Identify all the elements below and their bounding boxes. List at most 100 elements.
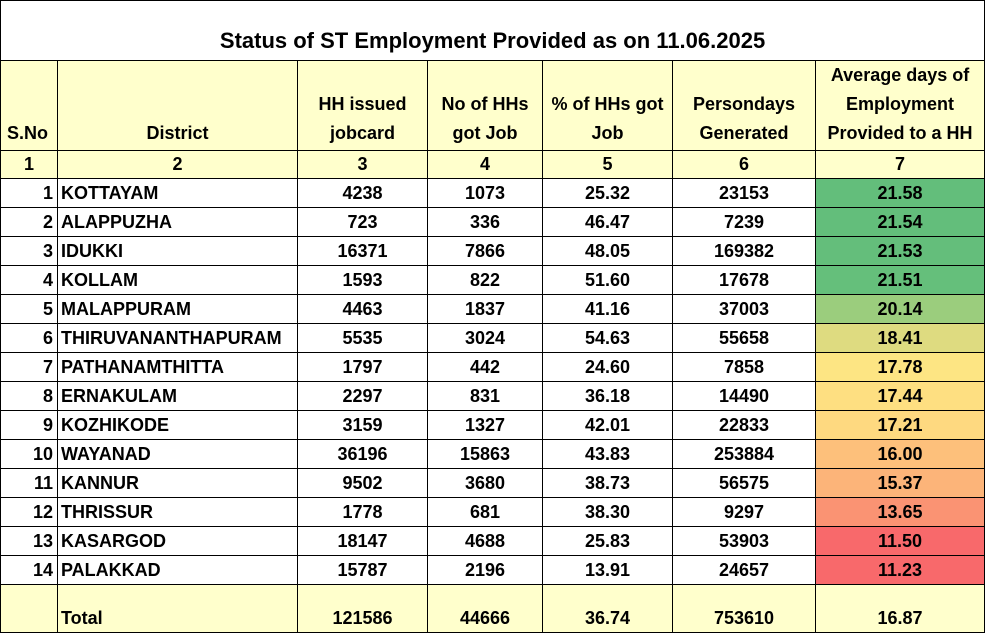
cell-pct: 48.05 xyxy=(542,236,673,266)
column-number: 5 xyxy=(542,150,673,179)
cell-sno: 4 xyxy=(0,265,58,295)
cell-jobcard: 4238 xyxy=(297,178,428,208)
cell-district: THIRUVANANTHAPURAM xyxy=(57,323,298,353)
table-row: 2 ALAPPUZHA 723 336 46.47 7239 21.54 xyxy=(0,207,985,237)
cell-avg-days: 16.00 xyxy=(814,439,985,469)
cell-sno: 11 xyxy=(0,468,58,498)
cell-persondays: 7858 xyxy=(672,352,816,382)
cell-persondays: 56575 xyxy=(672,468,816,498)
table-row: 14 PALAKKAD 15787 2196 13.91 24657 11.23 xyxy=(0,555,985,585)
header-sno: S.No xyxy=(0,60,58,151)
cell-pct: 13.91 xyxy=(542,555,673,585)
cell-sno: 8 xyxy=(0,381,58,411)
cell-persondays: 23153 xyxy=(672,178,816,208)
cell-avg-days: 21.53 xyxy=(814,236,985,266)
cell-avg-days: 20.14 xyxy=(814,294,985,324)
header-got-job: No of HHs got Job xyxy=(427,60,543,151)
cell-district: KASARGOD xyxy=(57,526,298,556)
cell-got-job: 3680 xyxy=(427,468,543,498)
page-title: Status of ST Employment Provided as on 1… xyxy=(0,0,985,61)
cell-district: IDUKKI xyxy=(57,236,298,266)
cell-sno: 5 xyxy=(0,294,58,324)
cell-pct: 25.83 xyxy=(542,526,673,556)
cell-jobcard: 16371 xyxy=(297,236,428,266)
cell-avg-days: 13.65 xyxy=(814,497,985,527)
table-row: 11 KANNUR 9502 3680 38.73 56575 15.37 xyxy=(0,468,985,498)
table-row: 1 KOTTAYAM 4238 1073 25.32 23153 21.58 xyxy=(0,178,985,208)
cell-got-job: 1837 xyxy=(427,294,543,324)
column-number: 7 xyxy=(814,150,985,179)
cell-jobcard: 1593 xyxy=(297,265,428,295)
cell-district: KOZHIKODE xyxy=(57,410,298,440)
cell-avg-days: 15.37 xyxy=(814,468,985,498)
cell-got-job: 336 xyxy=(427,207,543,237)
total-got-job: 44666 xyxy=(427,598,543,633)
cell-jobcard: 3159 xyxy=(297,410,428,440)
total-sno xyxy=(0,598,58,633)
header-avg-days: Average days of Employment Provided to a… xyxy=(814,60,985,151)
cell-got-job: 4688 xyxy=(427,526,543,556)
cell-pct: 46.47 xyxy=(542,207,673,237)
column-number: 1 xyxy=(0,150,58,179)
cell-jobcard: 723 xyxy=(297,207,428,237)
cell-persondays: 17678 xyxy=(672,265,816,295)
cell-persondays: 169382 xyxy=(672,236,816,266)
cell-persondays: 55658 xyxy=(672,323,816,353)
cell-pct: 51.60 xyxy=(542,265,673,295)
spacer-row xyxy=(0,584,985,599)
table-row: 9 KOZHIKODE 3159 1327 42.01 22833 17.21 xyxy=(0,410,985,440)
cell-district: MALAPPURAM xyxy=(57,294,298,324)
cell-pct: 38.30 xyxy=(542,497,673,527)
cell-sno: 9 xyxy=(0,410,58,440)
table-row: 4 KOLLAM 1593 822 51.60 17678 21.51 xyxy=(0,265,985,295)
cell-avg-days: 21.54 xyxy=(814,207,985,237)
cell-pct: 43.83 xyxy=(542,439,673,469)
table-row: 8 ERNAKULAM 2297 831 36.18 14490 17.44 xyxy=(0,381,985,411)
cell-jobcard: 18147 xyxy=(297,526,428,556)
cell-district: THRISSUR xyxy=(57,497,298,527)
cell-pct: 25.32 xyxy=(542,178,673,208)
cell-sno: 13 xyxy=(0,526,58,556)
cell-got-job: 3024 xyxy=(427,323,543,353)
cell-jobcard: 15787 xyxy=(297,555,428,585)
table-row: 3 IDUKKI 16371 7866 48.05 169382 21.53 xyxy=(0,236,985,266)
cell-district: PATHANAMTHITTA xyxy=(57,352,298,382)
cell-got-job: 2196 xyxy=(427,555,543,585)
table-row: 6 THIRUVANANTHAPURAM 5535 3024 54.63 55658 18.… xyxy=(0,323,985,353)
cell-avg-days: 11.23 xyxy=(814,555,985,585)
cell-pct: 36.18 xyxy=(542,381,673,411)
cell-jobcard: 2297 xyxy=(297,381,428,411)
cell-persondays: 7239 xyxy=(672,207,816,237)
cell-sno: 10 xyxy=(0,439,58,469)
column-number: 6 xyxy=(672,150,816,179)
cell-persondays: 253884 xyxy=(672,439,816,469)
table-row: 13 KASARGOD 18147 4688 25.83 53903 11.50 xyxy=(0,526,985,556)
title-row: Status of ST Employment Provided as on 1… xyxy=(0,0,985,61)
header-jobcard: HH issued jobcard xyxy=(297,60,428,151)
cell-persondays: 22833 xyxy=(672,410,816,440)
cell-avg-days: 18.41 xyxy=(814,323,985,353)
cell-sno: 14 xyxy=(0,555,58,585)
total-persondays: 753610 xyxy=(672,598,816,633)
cell-got-job: 831 xyxy=(427,381,543,411)
cell-avg-days: 11.50 xyxy=(814,526,985,556)
total-pct: 36.74 xyxy=(542,598,673,633)
cell-jobcard: 36196 xyxy=(297,439,428,469)
column-number-row: 1 2 3 4 5 6 7 xyxy=(0,150,985,179)
table-row: 5 MALAPPURAM 4463 1837 41.16 37003 20.14 xyxy=(0,294,985,324)
cell-district: KANNUR xyxy=(57,468,298,498)
cell-district: ALAPPUZHA xyxy=(57,207,298,237)
table-row: 10 WAYANAD 36196 15863 43.83 253884 16.00 xyxy=(0,439,985,469)
cell-persondays: 24657 xyxy=(672,555,816,585)
header-persondays: Persondays Generated xyxy=(672,60,816,151)
cell-got-job: 1327 xyxy=(427,410,543,440)
cell-sno: 7 xyxy=(0,352,58,382)
cell-avg-days: 17.21 xyxy=(814,410,985,440)
column-number: 2 xyxy=(57,150,298,179)
total-avg-days: 16.87 xyxy=(814,598,985,633)
table-row: 7 PATHANAMTHITTA 1797 442 24.60 7858 17.78 xyxy=(0,352,985,382)
cell-sno: 6 xyxy=(0,323,58,353)
cell-sno: 2 xyxy=(0,207,58,237)
header-district: District xyxy=(57,60,298,151)
